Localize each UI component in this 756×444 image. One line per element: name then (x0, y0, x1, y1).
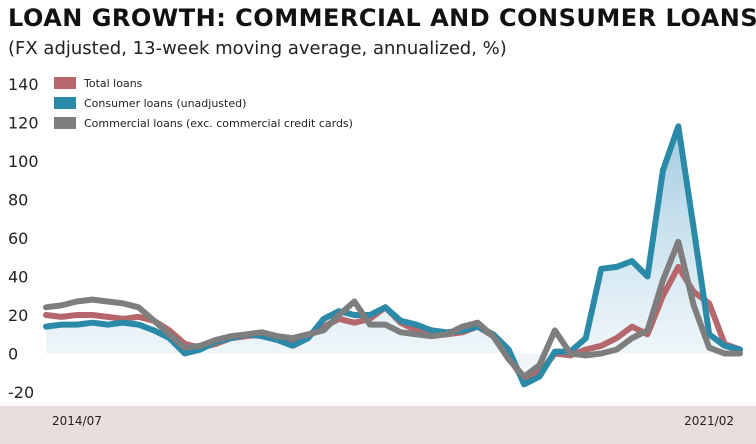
x-tick-start: 2014/07 (52, 414, 102, 428)
y-tick-label: 100 (8, 152, 39, 171)
legend-label: Consumer loans (unadjusted) (84, 97, 246, 110)
legend-swatch (54, 117, 76, 129)
y-tick-label: 120 (8, 114, 39, 133)
consumer-area-fill (46, 126, 740, 385)
x-axis-band (0, 406, 756, 444)
y-tick-label: 60 (8, 229, 28, 248)
series-line-commercial-loans (43, 238, 743, 380)
legend-swatch (54, 97, 76, 109)
y-tick-label: 0 (8, 345, 18, 364)
series-line-consumer-loans (43, 123, 743, 388)
x-tick-end: 2021/02 (684, 414, 734, 428)
y-tick-label: 20 (8, 306, 28, 325)
chart-title: LOAN GROWTH: COMMERCIAL AND CONSUMER LOA… (8, 4, 756, 32)
legend-label: Commercial loans (exc. commercial credit… (84, 117, 353, 130)
chart-subtitle: (FX adjusted, 13-week moving average, an… (8, 38, 507, 59)
y-tick-label: -20 (8, 383, 34, 402)
y-tick-label: 80 (8, 191, 28, 210)
y-tick-label: 140 (8, 75, 39, 94)
y-tick-label: 40 (8, 268, 28, 287)
legend-label: Total loans (83, 77, 143, 90)
legend-swatch (54, 77, 76, 89)
